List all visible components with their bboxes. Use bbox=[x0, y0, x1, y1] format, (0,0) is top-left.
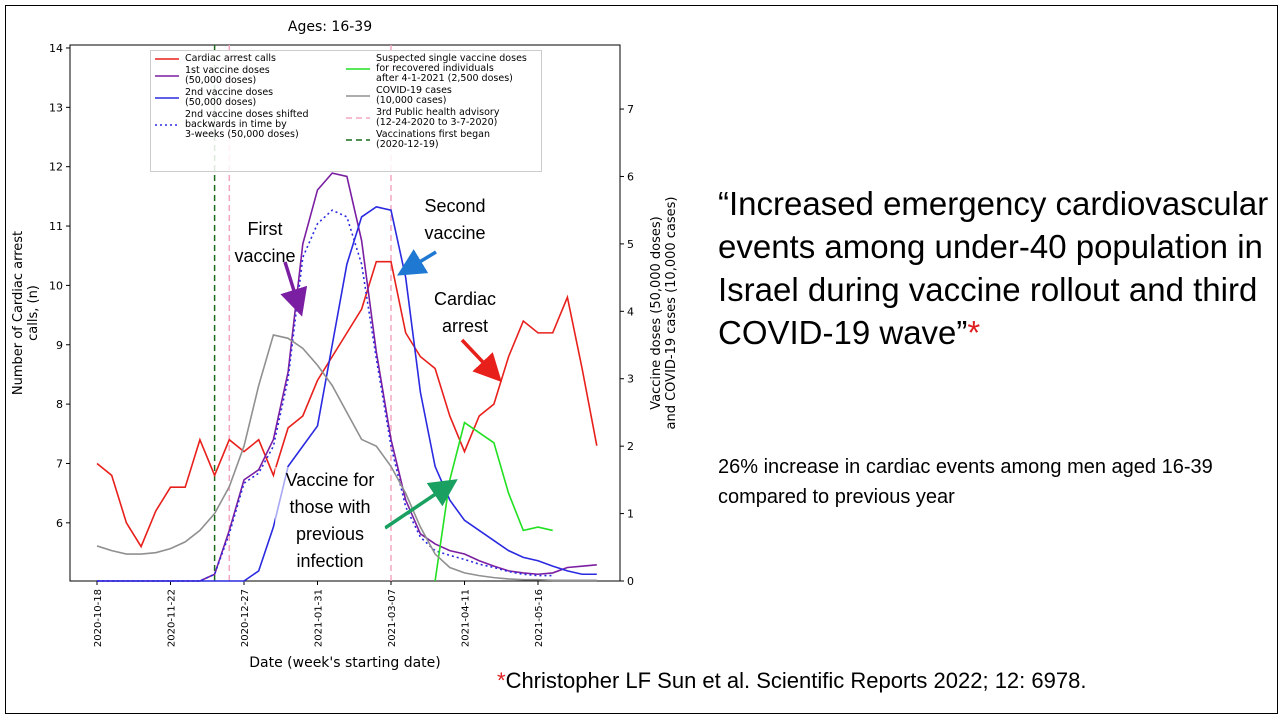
legend-swatch bbox=[346, 117, 370, 119]
legend-label: Cardiac arrest calls bbox=[185, 53, 276, 64]
y-tick-label: 10 bbox=[49, 279, 63, 292]
legend-swatch bbox=[346, 68, 370, 70]
legend-label: COVID-19 cases (10,000 cases) bbox=[376, 85, 452, 106]
x-tick-label: 2020-10-18 bbox=[93, 589, 104, 647]
legend-entry: 1st vaccine doses (50,000 doses) bbox=[155, 66, 346, 86]
x-tick-label: 2021-04-11 bbox=[461, 589, 472, 647]
x-axis-label: Date (week's starting date) bbox=[249, 655, 441, 671]
y-tick-label: 6 bbox=[56, 517, 63, 530]
legend-swatch bbox=[155, 124, 179, 126]
chart-title: Ages: 16-39 bbox=[288, 19, 372, 35]
slide-frame bbox=[5, 5, 1278, 714]
y-axis-label: Number of Cardiac arrestcalls, (n) bbox=[11, 231, 41, 395]
legend-swatch bbox=[346, 139, 370, 141]
y2-tick-label: 6 bbox=[627, 170, 634, 183]
legend: Cardiac arrest calls 1st vaccine doses (5… bbox=[150, 50, 542, 172]
y-tick-label: 14 bbox=[49, 42, 63, 55]
y2-tick-label: 4 bbox=[627, 305, 634, 318]
legend-column: Cardiac arrest calls 1st vaccine doses (5… bbox=[155, 54, 346, 168]
annotation-arrow bbox=[397, 249, 437, 276]
headline-text: “Increased emergency cardiovascular even… bbox=[718, 185, 1269, 351]
annotation-arrow bbox=[384, 479, 458, 530]
series-line bbox=[97, 209, 553, 582]
y-tick-label: 13 bbox=[49, 101, 63, 114]
series-line bbox=[96, 333, 597, 582]
x-tick-label: 2020-11-22 bbox=[167, 589, 178, 647]
y2-tick-label: 5 bbox=[627, 238, 634, 251]
annotation-arrow bbox=[460, 338, 502, 383]
annotation: First vaccine bbox=[234, 219, 296, 266]
legend-column: Suspected single vaccine doses for recov… bbox=[346, 54, 537, 168]
annotation: Vaccine for those with previous infectio… bbox=[275, 467, 385, 575]
legend-entry: COVID-19 cases (10,000 cases) bbox=[346, 86, 537, 106]
legend-label: Suspected single vaccine doses for recov… bbox=[376, 53, 527, 84]
headline: “Increased emergency cardiovascular even… bbox=[718, 182, 1278, 354]
y2-tick-label: 1 bbox=[627, 508, 634, 521]
legend-label: 3rd Public health advisory (12-24-2020 t… bbox=[376, 107, 500, 128]
y2-tick-label: 0 bbox=[627, 575, 634, 588]
y-tick-label: 7 bbox=[56, 457, 63, 470]
annotation: Second vaccine bbox=[424, 196, 486, 243]
y2-tick-label: 7 bbox=[627, 103, 634, 116]
y2-tick-label: 2 bbox=[627, 440, 634, 453]
annotation-arrow bbox=[280, 261, 308, 317]
x-tick-label: 2021-05-16 bbox=[534, 589, 545, 647]
y-tick-label: 12 bbox=[49, 161, 63, 174]
asterisk: * bbox=[497, 668, 506, 693]
legend-entry: Vaccinations first began (2020-12-19) bbox=[346, 130, 537, 150]
legend-entry: 2nd vaccine doses (50,000 doses) bbox=[155, 88, 346, 108]
citation-text: Christopher LF Sun et al. Scientific Rep… bbox=[505, 668, 1087, 693]
asterisk: * bbox=[967, 314, 981, 351]
series-line bbox=[96, 260, 598, 549]
legend-swatch bbox=[155, 58, 179, 60]
y-tick-label: 8 bbox=[56, 398, 63, 411]
y2-tick-label: 3 bbox=[627, 373, 634, 386]
x-tick-label: 2021-03-07 bbox=[387, 589, 398, 647]
y-tick-label: 9 bbox=[56, 339, 63, 352]
series-line bbox=[434, 421, 553, 582]
x-tick-label: 2020-12-27 bbox=[240, 589, 251, 647]
legend-entry: Cardiac arrest calls bbox=[155, 54, 346, 64]
legend-swatch bbox=[346, 95, 370, 97]
legend-label: Vaccinations first began (2020-12-19) bbox=[376, 129, 491, 150]
plot-frame bbox=[69, 44, 621, 582]
legend-entry: 2nd vaccine doses shifted backwards in t… bbox=[155, 110, 346, 140]
subtext: 26% increase in cardiac events among men… bbox=[718, 456, 1213, 508]
x-tick-label: 2021-01-31 bbox=[314, 589, 325, 647]
annotation: Cardiac arrest bbox=[433, 289, 497, 336]
y-tick-label: 11 bbox=[49, 220, 63, 233]
citation: *Christopher LF Sun et al. Scientific Re… bbox=[497, 668, 1086, 694]
legend-swatch bbox=[155, 97, 179, 99]
y2-axis-label: Vaccine doses (50,000 doses)and COVID-19… bbox=[649, 197, 679, 430]
legend-label: 2nd vaccine doses shifted backwards in t… bbox=[185, 109, 309, 140]
legend-label: 1st vaccine doses (50,000 doses) bbox=[185, 65, 270, 86]
legend-swatch bbox=[155, 75, 179, 77]
legend-entry: Suspected single vaccine doses for recov… bbox=[346, 54, 537, 84]
legend-entry: 3rd Public health advisory (12-24-2020 t… bbox=[346, 108, 537, 128]
series-line bbox=[97, 205, 597, 582]
legend-label: 2nd vaccine doses (50,000 doses) bbox=[185, 87, 274, 108]
